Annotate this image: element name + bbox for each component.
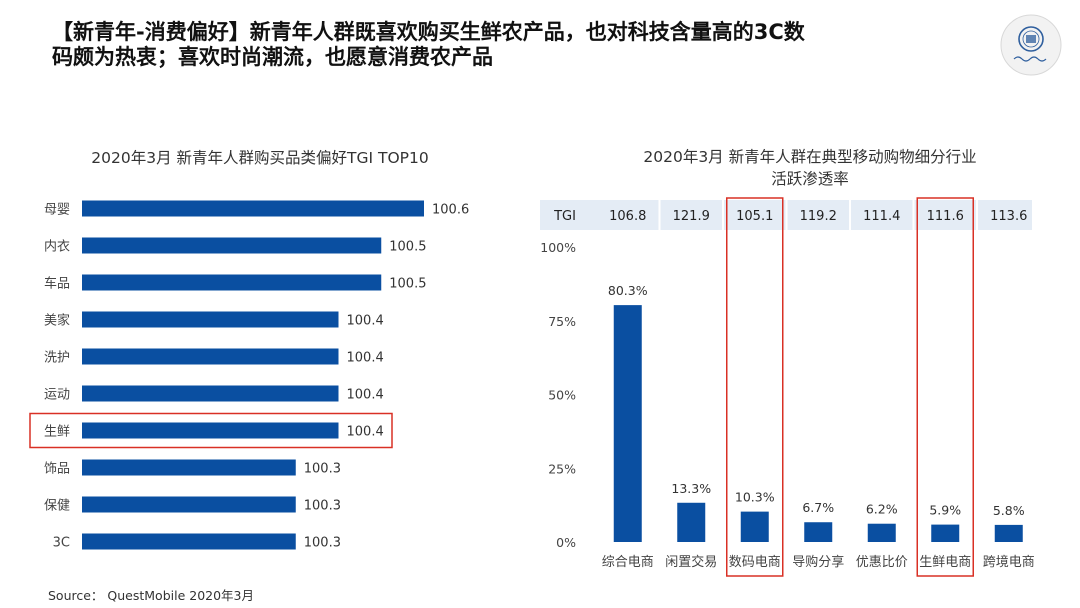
bar	[82, 237, 382, 254]
value-label: 100.3	[304, 462, 341, 477]
bar	[82, 385, 339, 402]
tgi-value: 105.1	[736, 209, 773, 224]
bar	[82, 459, 296, 476]
bar	[931, 524, 960, 542]
left-chart-title: 2020年3月 新青年人群购买品类偏好TGI TOP10	[91, 149, 429, 167]
tgi-value: 119.2	[800, 209, 837, 224]
category-label: 洗护	[44, 351, 70, 366]
value-label: 80.3%	[608, 283, 648, 298]
source-note: Source： QuestMobile 2020年3月	[48, 588, 255, 603]
category-label: 数码电商	[729, 555, 781, 570]
category-label: 车品	[44, 276, 70, 292]
value-label: 100.4	[347, 425, 384, 440]
category-label: 综合电商	[602, 555, 654, 570]
category-label: 跨境电商	[983, 555, 1035, 570]
category-label: 生鲜	[44, 425, 70, 440]
bar	[82, 311, 339, 328]
highlight-box	[29, 412, 393, 449]
tgi-value: 106.8	[609, 209, 646, 224]
bar	[82, 274, 382, 291]
highlight-box	[726, 197, 784, 577]
bar	[613, 305, 642, 542]
tgi-top10-bar-chart: 母婴 100.6 内衣 100.5 车品 100.5 美家 100.4 洗护 100.4 运动 100…	[29, 200, 469, 551]
page-title: 【新青年-消费偏好】新青年人群既喜欢购买生鲜农产品，也对科技含量高的3C数 码颇…	[52, 20, 912, 70]
bar	[82, 348, 339, 365]
category-label: 美家	[44, 313, 70, 329]
category-label: 闲置交易	[665, 554, 717, 570]
category-label: 运动	[44, 388, 70, 403]
right-chart-title-line-1: 2020年3月 新青年人群在典型移动购物细分行业	[643, 148, 977, 166]
title-line-1: 【新青年-消费偏好】新青年人群既喜欢购买生鲜农产品，也对科技含量高的3C数	[52, 20, 805, 44]
value-label: 100.3	[304, 499, 341, 514]
bar	[867, 523, 896, 542]
penetration-bar-chart: TGI 0% 25% 50% 75% 100% 106.8 80.3% 综合电商 121.9 13.…	[540, 197, 1035, 577]
y-tick-label: 75%	[548, 314, 576, 329]
bar	[740, 511, 769, 542]
value-label: 100.4	[347, 351, 384, 366]
right-chart-title: 2020年3月 新青年人群在典型移动购物细分行业 活跃渗透率	[560, 146, 1060, 190]
value-label: 100.4	[347, 314, 384, 329]
bar	[82, 533, 296, 550]
tgi-value: 113.6	[990, 209, 1027, 224]
highlight-box	[916, 197, 974, 577]
category-label: 优惠比价	[856, 555, 908, 570]
value-label: 100.3	[304, 536, 341, 551]
category-label: 保健	[44, 499, 70, 514]
y-tick-label: 50%	[548, 388, 576, 403]
university-seal-logo	[1000, 14, 1062, 76]
value-label: 10.3%	[735, 490, 775, 505]
bar	[677, 502, 706, 542]
title-line-2: 码颇为热衷；喜欢时尚潮流，也愿意消费农产品	[52, 45, 493, 69]
bar	[994, 524, 1023, 542]
value-label: 6.7%	[802, 500, 834, 515]
tgi-value: 111.4	[863, 209, 900, 224]
tgi-row-label: TGI	[553, 209, 576, 224]
value-label: 5.9%	[929, 503, 961, 518]
bar	[82, 496, 296, 513]
bar	[804, 522, 833, 542]
category-label: 生鲜电商	[919, 555, 971, 570]
y-tick-label: 0%	[556, 535, 576, 550]
y-tick-label: 100%	[540, 240, 576, 255]
y-tick-label: 25%	[548, 461, 576, 476]
category-label: 3C	[53, 536, 70, 551]
right-chart-title-line-2: 活跃渗透率	[771, 170, 849, 188]
value-label: 100.6	[432, 203, 469, 218]
bar	[82, 200, 424, 217]
value-label: 13.3%	[671, 481, 711, 496]
bar	[82, 422, 339, 439]
value-label: 100.5	[389, 240, 426, 255]
tgi-value: 121.9	[673, 209, 710, 224]
category-label: 饰品	[44, 462, 70, 477]
value-label: 5.8%	[993, 503, 1025, 518]
value-label: 100.5	[389, 277, 426, 292]
category-label: 母婴	[44, 203, 70, 218]
value-label: 100.4	[347, 388, 384, 403]
value-label: 6.2%	[866, 502, 898, 517]
category-label: 导购分享	[792, 554, 844, 570]
category-label: 内衣	[44, 239, 70, 255]
tgi-value: 111.6	[927, 209, 964, 224]
